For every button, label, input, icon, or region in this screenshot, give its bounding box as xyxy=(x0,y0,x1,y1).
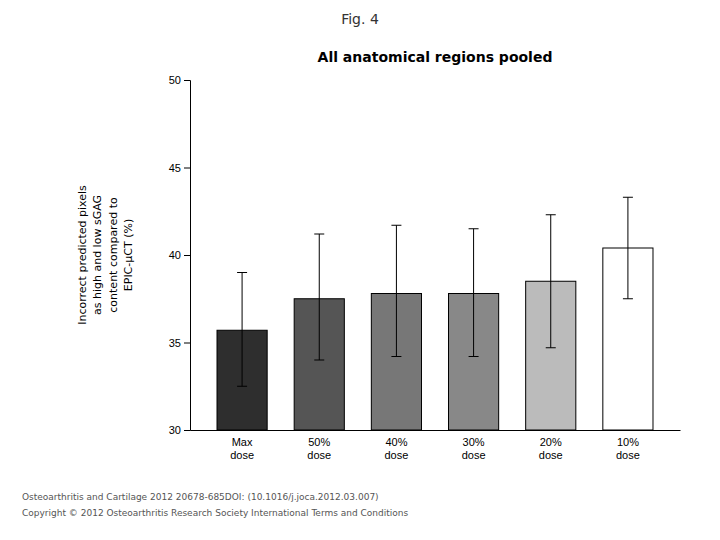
tick-label: 30 xyxy=(169,424,181,436)
tick-mark xyxy=(184,80,190,81)
tick-label-line: dose xyxy=(539,449,563,461)
error-stem xyxy=(396,225,397,356)
error-cap xyxy=(623,197,633,198)
tick: 10%dose xyxy=(616,430,640,461)
error-stem xyxy=(473,229,474,357)
error-cap xyxy=(391,356,401,357)
tick-label: 40 xyxy=(169,249,181,261)
y-axis-label-line: content compared to xyxy=(107,197,120,313)
tick: 35 xyxy=(169,337,190,349)
tick-label: 30%dose xyxy=(462,436,486,461)
tick: 50%dose xyxy=(307,430,331,461)
footer: Copyright © 2012 Osteoarthritis Research… xyxy=(22,508,409,518)
tick-label-line: 20% xyxy=(540,436,562,448)
tick-label: 40%dose xyxy=(384,436,408,461)
y-axis-label-line: EPIC-μCT (%) xyxy=(122,219,135,291)
tick-label-line: Max xyxy=(232,436,253,448)
tick-mark xyxy=(184,168,190,169)
tick-label: 50 xyxy=(169,74,181,86)
tick-mark xyxy=(184,430,190,431)
error-cap xyxy=(391,225,401,226)
error-stem xyxy=(627,197,628,299)
tick: 40%dose xyxy=(384,430,408,461)
tick-label: 35 xyxy=(169,337,181,349)
tick: 40 xyxy=(169,249,190,261)
tick-mark xyxy=(184,255,190,256)
axis-line xyxy=(184,81,191,431)
tick-label: 20%dose xyxy=(539,436,563,461)
plot: 3035404550Maxdose50%dose40%dose30%dose20… xyxy=(169,74,681,461)
tick-label: Maxdose xyxy=(230,436,254,461)
tick-label-line: 30% xyxy=(463,436,485,448)
error-cap xyxy=(623,298,633,299)
tick: 30%dose xyxy=(462,430,486,461)
tick-mark xyxy=(184,343,190,344)
tick-label: 50%dose xyxy=(307,436,331,461)
axis-line xyxy=(191,430,681,431)
error-bar xyxy=(469,229,479,357)
figure-title: Fig. 4 xyxy=(341,11,379,27)
tick: 20%dose xyxy=(539,430,563,461)
error-cap xyxy=(314,234,324,235)
error-bar xyxy=(546,215,556,348)
error-cap xyxy=(237,386,247,387)
error-cap xyxy=(314,360,324,361)
tick-label-line: dose xyxy=(384,449,408,461)
title: All anatomical regions pooled xyxy=(318,49,553,65)
tick-label: 45 xyxy=(169,162,181,174)
tick-label-line: dose xyxy=(616,449,640,461)
y-axis-label-line: Incorrect predicted pixels xyxy=(76,185,89,325)
error-cap xyxy=(546,347,556,348)
tick: 45 xyxy=(169,162,190,174)
y-axis-label-line: as high and low sGAG xyxy=(91,195,104,315)
y-axis-label: Incorrect predicted pixelsas high and lo… xyxy=(76,185,135,325)
tick-label: 10%dose xyxy=(616,436,640,461)
footer: Osteoarthritis and Cartilage 2012 20678-… xyxy=(22,492,379,502)
chart: Fig. 4 All anatomical regions pooled 30 35 4… xyxy=(0,0,720,540)
error-stem xyxy=(550,215,551,348)
error-cap xyxy=(546,214,556,215)
y-axis: 30 35 40 45 50 xyxy=(169,74,191,436)
tick-label-line: dose xyxy=(462,449,486,461)
error-cap xyxy=(237,272,247,273)
tick-label-line: dose xyxy=(307,449,331,461)
tick: Maxdose xyxy=(230,430,254,461)
tick-label-line: dose xyxy=(230,449,254,461)
error-stem xyxy=(242,273,243,387)
error-cap xyxy=(469,228,479,229)
error-bar xyxy=(623,197,633,299)
error-cap xyxy=(469,356,479,357)
x-axis: Maxdose50%dose40%dose30%dose20%dose10%do… xyxy=(191,430,681,461)
error-bar xyxy=(314,234,324,360)
error-bar xyxy=(391,225,401,356)
error-stem xyxy=(319,234,320,360)
tick: 30 xyxy=(169,424,190,436)
tick-label-line: 50% xyxy=(308,436,330,448)
marks xyxy=(217,197,653,430)
tick: 50 xyxy=(169,74,190,86)
tick-label-line: 10% xyxy=(617,436,639,448)
error-bar xyxy=(237,273,247,387)
tick-label-line: 40% xyxy=(385,436,407,448)
